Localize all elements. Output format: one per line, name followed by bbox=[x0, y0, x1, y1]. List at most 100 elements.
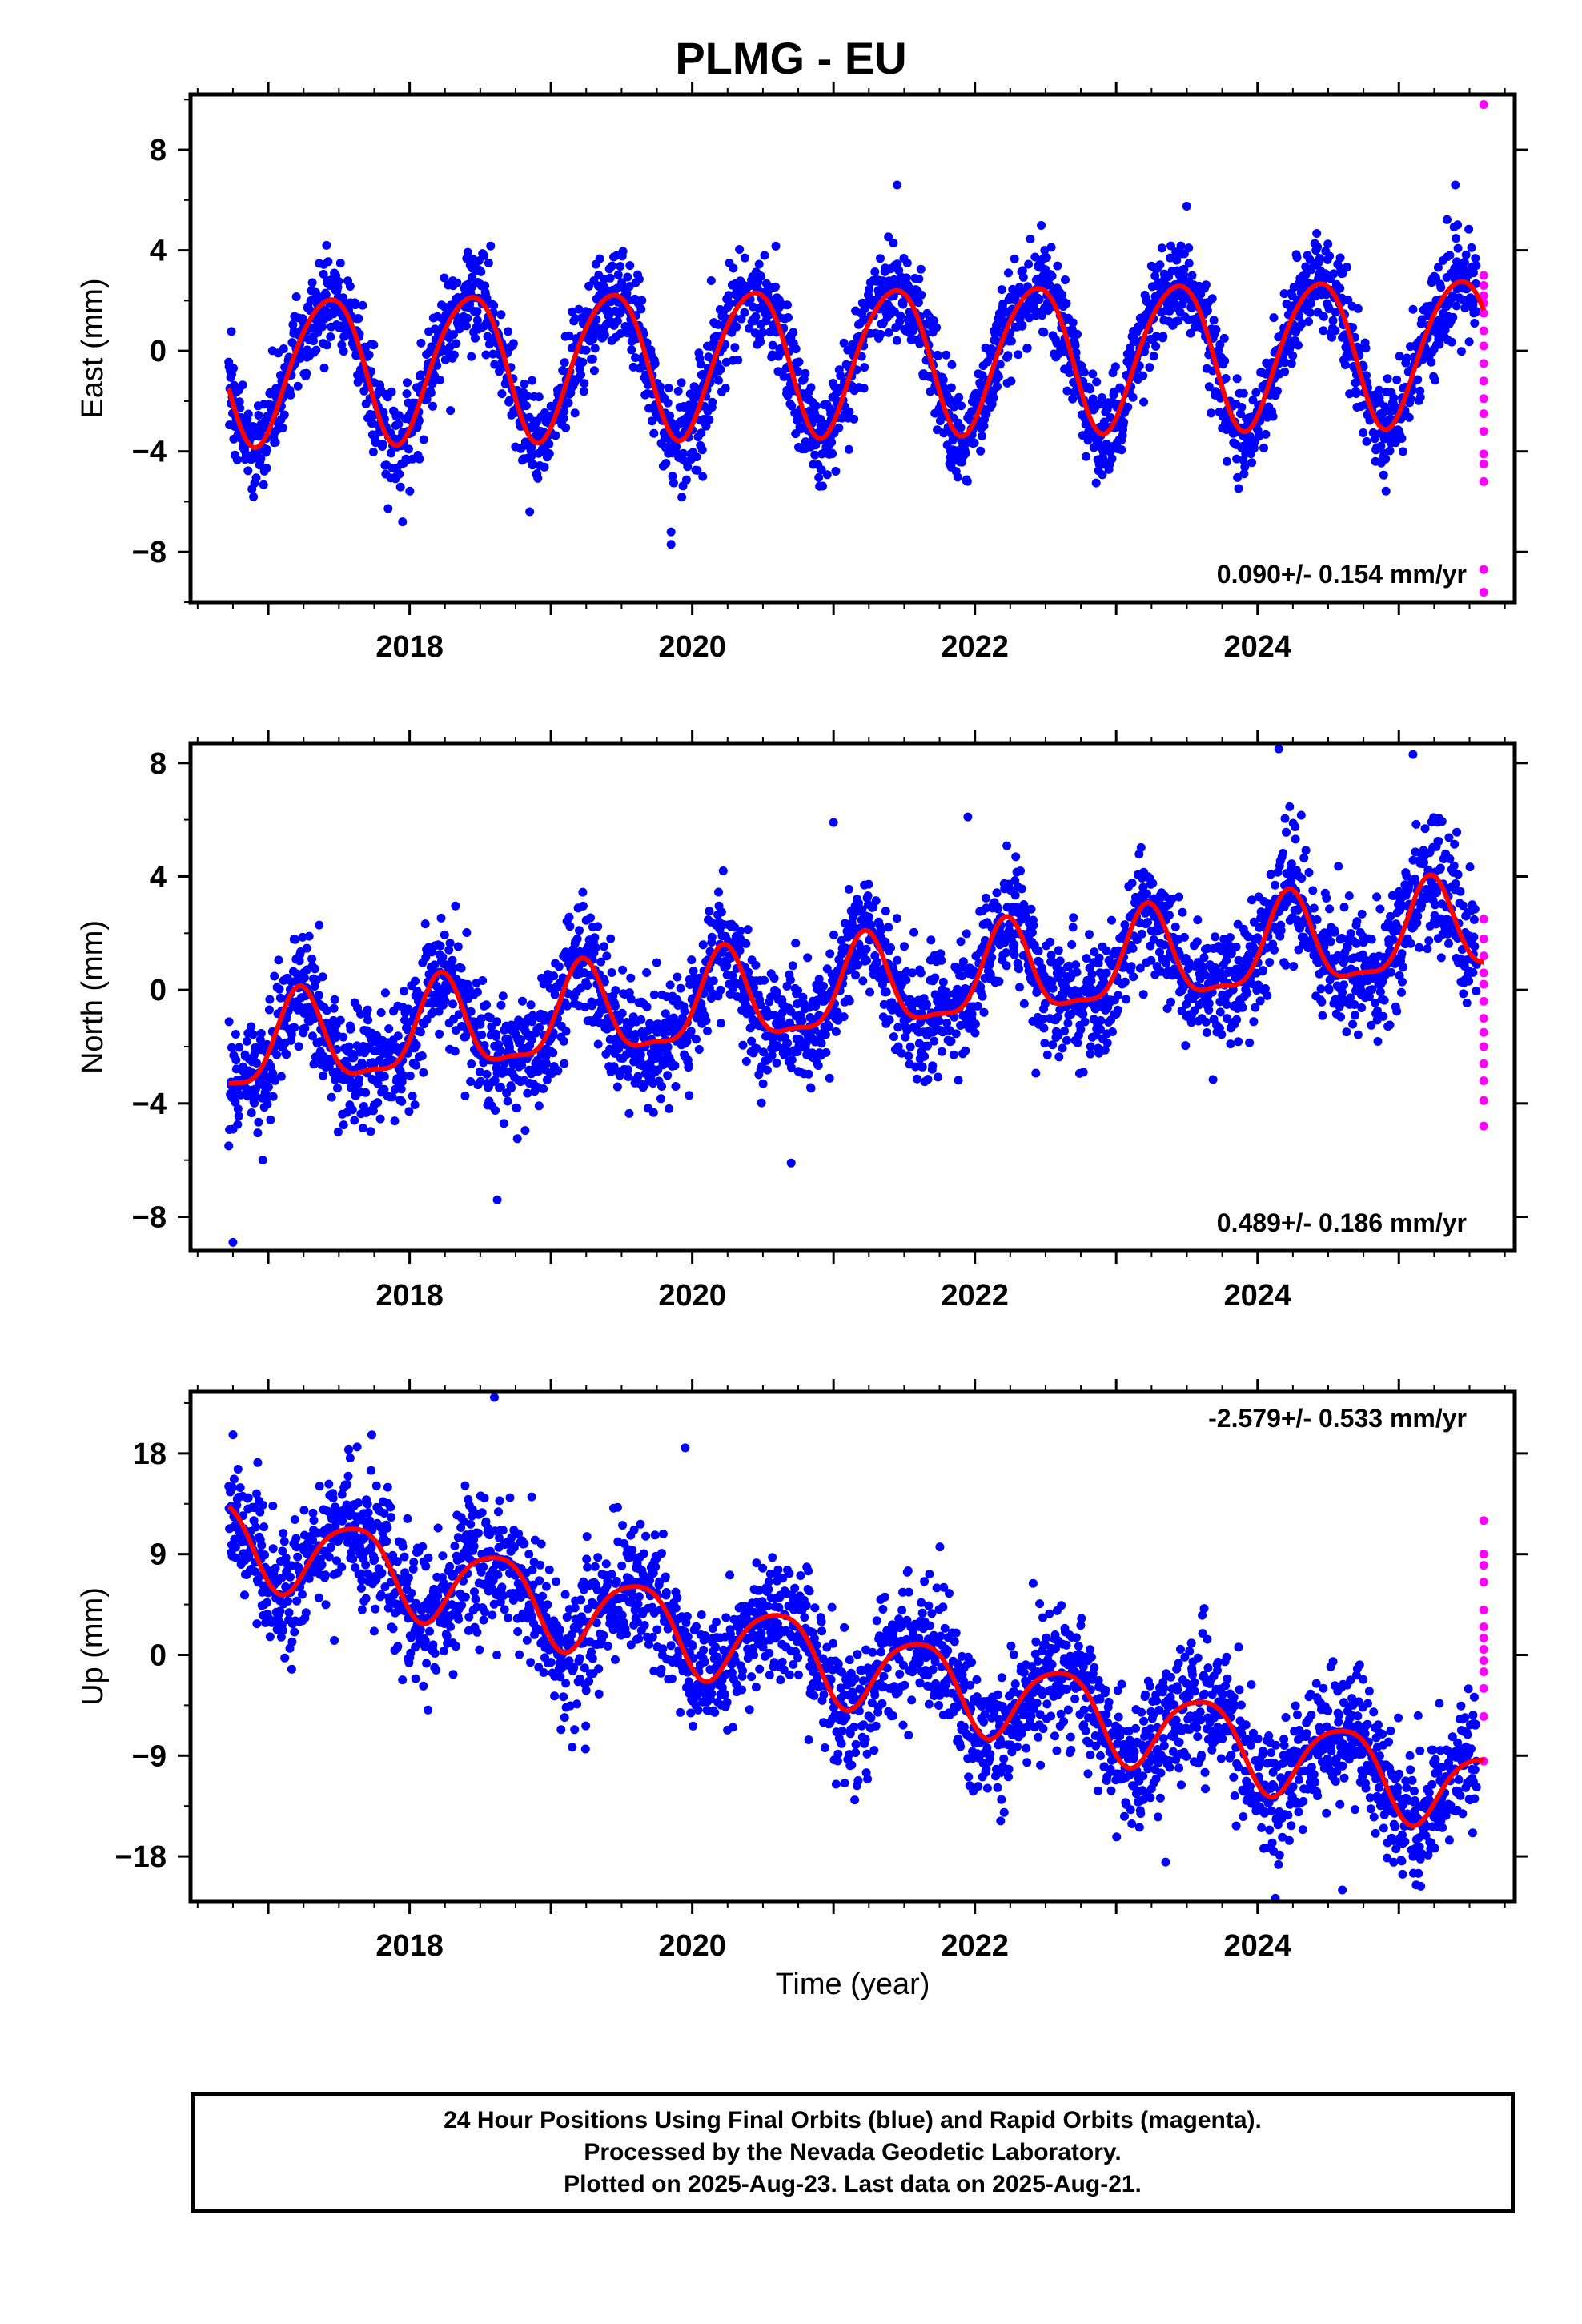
final-orbit-point bbox=[756, 1000, 765, 1010]
final-orbit-point bbox=[560, 407, 569, 416]
final-orbit-point bbox=[825, 949, 835, 959]
final-orbit-point bbox=[542, 1076, 552, 1084]
final-orbit-point bbox=[578, 901, 588, 911]
final-orbit-point bbox=[1058, 1043, 1067, 1053]
final-orbit-point bbox=[728, 984, 737, 994]
final-orbit-point bbox=[1042, 253, 1051, 263]
final-orbit-point bbox=[475, 1068, 484, 1076]
final-orbit-point bbox=[279, 344, 288, 353]
final-orbit-point bbox=[268, 1068, 278, 1078]
final-orbit-point bbox=[272, 1050, 282, 1059]
final-orbit-point bbox=[1440, 325, 1450, 335]
final-orbit-point bbox=[1061, 275, 1070, 284]
final-orbit-point bbox=[869, 903, 878, 912]
final-orbit-point bbox=[404, 1004, 413, 1014]
final-orbit-point bbox=[913, 298, 923, 308]
final-orbit-point bbox=[751, 960, 761, 970]
final-orbit-point bbox=[588, 354, 597, 364]
final-orbit-point bbox=[1166, 241, 1175, 251]
final-orbit-point bbox=[664, 384, 673, 392]
final-orbit-point bbox=[1091, 478, 1101, 488]
final-orbit-point bbox=[282, 1050, 291, 1059]
final-orbit-point bbox=[893, 955, 902, 965]
final-orbit-point bbox=[1086, 1042, 1095, 1051]
final-orbit-point bbox=[819, 981, 828, 991]
final-orbit-point bbox=[724, 291, 733, 300]
final-orbit-point bbox=[360, 344, 370, 353]
final-orbit-point bbox=[811, 401, 821, 411]
final-orbit-point bbox=[480, 281, 490, 291]
final-orbit-point bbox=[1453, 243, 1463, 253]
final-orbit-point bbox=[319, 1071, 328, 1080]
final-orbit-point bbox=[275, 993, 285, 1003]
final-orbit-point bbox=[507, 1084, 516, 1092]
final-orbit-point bbox=[1158, 332, 1168, 341]
final-orbit-point bbox=[666, 527, 676, 537]
final-orbit-point bbox=[1413, 375, 1423, 384]
final-orbit-point bbox=[522, 391, 532, 400]
final-orbit-point bbox=[1381, 454, 1391, 464]
final-orbit-point bbox=[757, 1098, 766, 1108]
final-orbit-point bbox=[339, 347, 348, 356]
final-orbit-point bbox=[1248, 396, 1258, 405]
final-orbit-point bbox=[1187, 304, 1197, 312]
final-orbit-point bbox=[1087, 970, 1097, 979]
final-orbit-point bbox=[953, 472, 962, 482]
final-orbit-point bbox=[698, 940, 708, 950]
final-orbit-point bbox=[892, 914, 901, 923]
final-orbit-point bbox=[1073, 329, 1082, 339]
final-orbit-point bbox=[1069, 913, 1078, 923]
final-orbit-point bbox=[957, 401, 966, 411]
final-orbit-point bbox=[934, 351, 942, 360]
final-orbit-point bbox=[570, 408, 580, 418]
final-orbit-point bbox=[427, 342, 436, 352]
final-orbit-point bbox=[327, 1092, 336, 1102]
final-orbit-point bbox=[871, 896, 881, 906]
final-orbit-point bbox=[434, 1007, 444, 1016]
final-orbit-point bbox=[1313, 243, 1323, 251]
final-orbit-point bbox=[471, 333, 480, 343]
final-orbit-point bbox=[397, 1096, 407, 1106]
final-orbit-point bbox=[550, 990, 560, 999]
final-orbit-point bbox=[345, 282, 355, 291]
final-orbit-point bbox=[372, 1031, 382, 1040]
final-orbit-point bbox=[387, 1092, 397, 1102]
final-orbit-point bbox=[1038, 311, 1046, 320]
y-axis-label: East (mm) bbox=[76, 278, 110, 418]
final-orbit-point bbox=[1110, 362, 1120, 372]
final-orbit-point bbox=[813, 1061, 823, 1070]
final-orbit-point bbox=[323, 257, 333, 267]
final-orbit-point bbox=[865, 912, 873, 922]
final-orbit-point bbox=[398, 517, 408, 527]
final-orbit-point bbox=[1090, 947, 1099, 957]
final-orbit-point bbox=[1451, 180, 1460, 190]
final-orbit-point bbox=[489, 300, 499, 310]
final-orbit-point bbox=[928, 1061, 938, 1071]
final-orbit-point bbox=[1464, 224, 1474, 234]
final-orbit-point bbox=[797, 1016, 807, 1026]
final-orbit-point bbox=[697, 445, 707, 455]
final-orbit-point bbox=[636, 1050, 645, 1059]
final-orbit-point bbox=[670, 1061, 680, 1071]
final-orbit-point bbox=[1323, 239, 1333, 249]
final-orbit-point bbox=[527, 1035, 536, 1045]
final-orbit-point bbox=[759, 1047, 769, 1057]
final-orbit-point bbox=[1018, 266, 1027, 275]
final-orbit-point bbox=[866, 920, 876, 930]
final-orbit-point bbox=[1362, 436, 1371, 446]
final-orbit-point bbox=[1288, 351, 1298, 360]
final-orbit-point bbox=[661, 459, 671, 468]
final-orbit-point bbox=[574, 304, 584, 314]
final-orbit-point bbox=[863, 891, 873, 900]
final-orbit-point bbox=[414, 416, 424, 425]
final-orbit-point bbox=[354, 314, 363, 324]
final-orbit-point bbox=[1239, 469, 1249, 479]
final-orbit-point bbox=[611, 986, 620, 995]
final-orbit-point bbox=[618, 247, 628, 256]
final-orbit-point bbox=[481, 350, 491, 360]
final-orbit-point bbox=[942, 350, 951, 360]
final-orbit-point bbox=[451, 901, 460, 911]
final-orbit-point bbox=[1097, 393, 1106, 402]
final-orbit-point bbox=[399, 1072, 408, 1080]
final-orbit-point bbox=[663, 1071, 673, 1080]
